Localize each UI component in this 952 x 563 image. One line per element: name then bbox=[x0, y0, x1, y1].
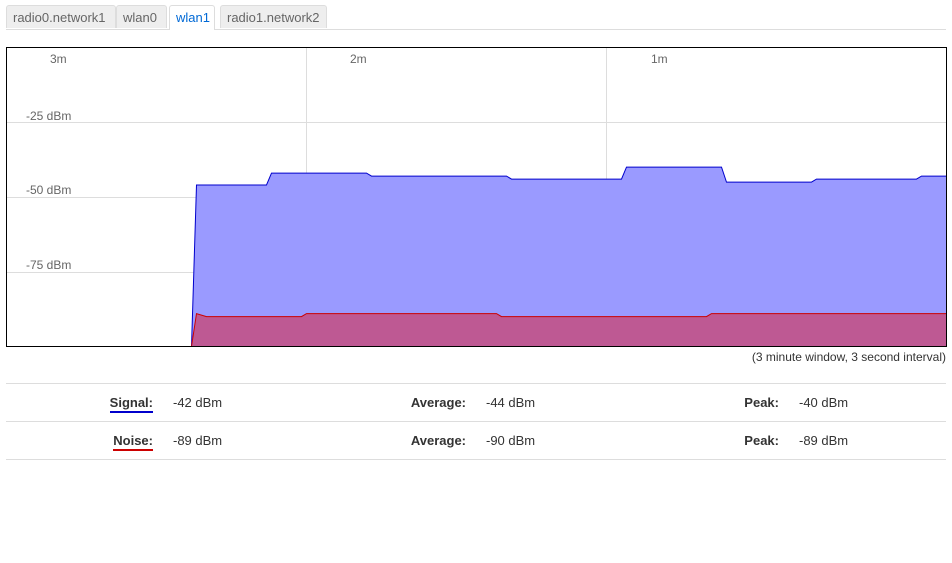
interface-tabs: radio0.network1 wlan0 wlan1 radio1.netwo… bbox=[6, 5, 946, 30]
y-label-75: -75 dBm bbox=[26, 258, 71, 272]
signal-label: Signal: bbox=[109, 395, 153, 413]
y-label-50: -50 dBm bbox=[26, 183, 71, 197]
graph-caption: (3 minute window, 3 second interval) bbox=[751, 350, 946, 364]
noise-label: Noise: bbox=[113, 433, 153, 451]
signal-noise-graph: 3m 2m 1m -25 dBm -50 dBm -75 dBm bbox=[6, 47, 947, 347]
tab-label: wlan1 bbox=[176, 10, 210, 25]
tab-radio0-network1[interactable]: radio0.network1 bbox=[6, 5, 116, 28]
noise-line bbox=[6, 312, 947, 347]
signal-area bbox=[6, 167, 947, 347]
graph-svg: 3m 2m 1m -25 dBm -50 dBm -75 dBm bbox=[6, 47, 947, 347]
noise-peak-label: Peak: bbox=[744, 433, 779, 448]
stat-row-noise: Noise: -89 dBm Average: -90 dBm Peak: -8… bbox=[6, 422, 946, 460]
signal-line bbox=[6, 166, 947, 347]
signal-label-cell: Signal: bbox=[6, 384, 153, 421]
signal-peak-label: Peak: bbox=[744, 395, 779, 410]
noise-area bbox=[6, 313, 947, 347]
stats-table: Signal: -42 dBm Average: -44 dBm Peak: -… bbox=[6, 383, 946, 460]
signal-average-label: Average: bbox=[410, 395, 466, 410]
tab-radio1-network2[interactable]: radio1.network2 bbox=[220, 5, 327, 28]
tab-wlan1[interactable]: wlan1 bbox=[169, 5, 215, 30]
stat-row-signal: Signal: -42 dBm Average: -44 dBm Peak: -… bbox=[6, 384, 946, 422]
x-label-3m: 3m bbox=[50, 52, 67, 66]
graph-border bbox=[6, 47, 947, 347]
noise-average-label: Average: bbox=[410, 433, 466, 448]
x-label-2m: 2m bbox=[350, 52, 367, 66]
signal-peak-value: -40 dBm bbox=[799, 395, 849, 410]
signal-average-value: -44 dBm bbox=[486, 395, 536, 410]
signal-value: -42 dBm bbox=[173, 395, 223, 410]
noise-label-cell: Noise: bbox=[6, 422, 153, 459]
tab-label: radio0.network1 bbox=[13, 10, 106, 25]
y-label-25: -25 dBm bbox=[26, 109, 71, 123]
tab-label: wlan0 bbox=[123, 10, 157, 25]
x-label-1m: 1m bbox=[651, 52, 668, 66]
noise-peak-value: -89 dBm bbox=[799, 433, 849, 448]
noise-average-value: -90 dBm bbox=[486, 433, 536, 448]
noise-value: -89 dBm bbox=[173, 433, 223, 448]
tab-wlan0[interactable]: wlan0 bbox=[116, 5, 167, 28]
tab-label: radio1.network2 bbox=[227, 10, 320, 25]
